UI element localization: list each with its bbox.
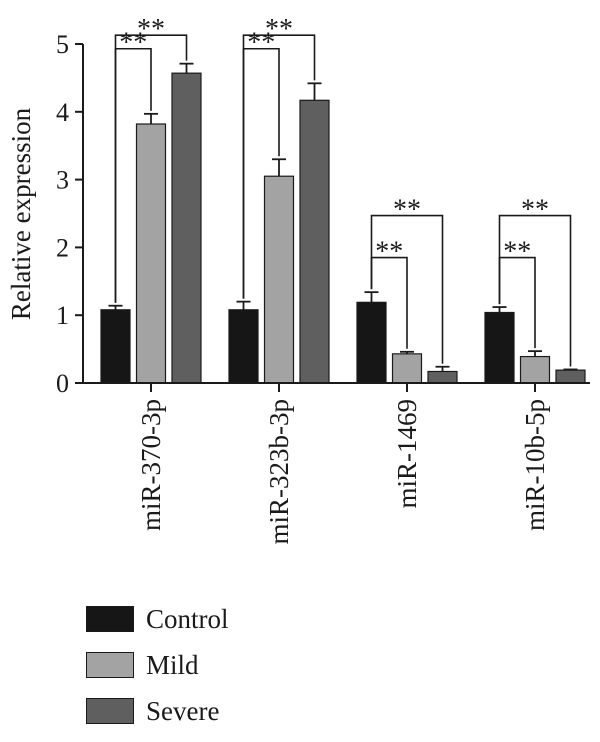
y-tick-label: 0 xyxy=(56,369,69,398)
significance-label: ** xyxy=(375,237,403,268)
legend-label-severe: Severe xyxy=(146,696,220,726)
significance-label: ** xyxy=(521,195,549,226)
y-axis: 0 1 2 3 4 5 xyxy=(56,30,84,398)
significance-bracket xyxy=(114,34,188,303)
bar-severe-2 xyxy=(299,99,330,384)
bar-control-3 xyxy=(356,301,387,384)
bar-severe-3 xyxy=(427,370,458,384)
bar-severe-1 xyxy=(171,72,202,384)
x-tick-label: miR-1469 xyxy=(392,399,422,509)
legend-label-control: Control xyxy=(146,604,229,634)
bar-mild-2 xyxy=(263,175,295,384)
bar-mild-3 xyxy=(391,353,423,384)
x-axis: miR-370-3p miR-323b-3p miR-1469 miR-10b-5p xyxy=(83,382,590,545)
significance-label: ** xyxy=(247,28,275,59)
bar-control-4 xyxy=(484,311,515,384)
bars xyxy=(100,62,586,384)
legend-swatch-mild xyxy=(86,652,134,678)
x-tick-label: miR-323b-3p xyxy=(264,399,294,545)
significance-label: ** xyxy=(265,14,293,45)
significance-label: ** xyxy=(119,28,147,59)
significance-label: ** xyxy=(503,237,531,268)
legend-swatch-control xyxy=(86,606,134,632)
significance-label: ** xyxy=(137,14,165,45)
significance-bracket xyxy=(370,214,444,364)
bar-control-1 xyxy=(100,309,131,384)
y-tick-label: 5 xyxy=(56,30,69,59)
y-tick-label: 1 xyxy=(56,301,69,330)
significance-brackets: **** ************ xyxy=(114,14,572,367)
significance-bracket xyxy=(242,34,316,299)
bar-mild-4 xyxy=(519,355,551,384)
x-tick-label: miR-10b-5p xyxy=(520,399,550,531)
bar-control-2 xyxy=(228,309,259,384)
y-tick-label: 2 xyxy=(56,233,69,262)
y-tick-label: 3 xyxy=(56,166,69,195)
significance-bracket xyxy=(498,214,572,367)
y-axis-label: Relative expression xyxy=(6,107,36,320)
y-tick-label: 4 xyxy=(56,98,69,127)
legend-swatch-severe xyxy=(86,698,134,724)
bar-mild-1 xyxy=(135,123,167,384)
bar-severe-4 xyxy=(555,369,586,384)
significance-label: ** xyxy=(393,195,421,226)
x-tick-label: miR-370-3p xyxy=(136,399,166,531)
legend-label-mild: Mild xyxy=(146,650,199,680)
